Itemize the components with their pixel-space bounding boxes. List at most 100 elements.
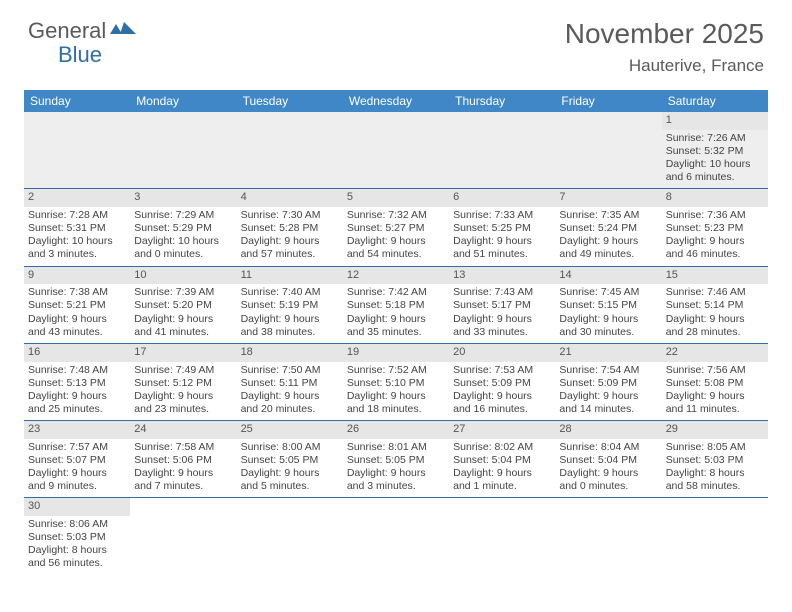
sunset-text: Sunset: 5:25 PM: [453, 222, 551, 235]
logo: General: [28, 18, 136, 44]
day-number: 29: [662, 421, 768, 439]
sunrise-text: Sunrise: 7:32 AM: [347, 209, 445, 222]
sunrise-text: Sunrise: 7:38 AM: [28, 286, 126, 299]
day-header: Wednesday: [343, 90, 449, 112]
calendar-cell: 14Sunrise: 7:45 AMSunset: 5:15 PMDayligh…: [555, 266, 661, 343]
sunset-text: Sunset: 5:06 PM: [134, 454, 232, 467]
day-header: Sunday: [24, 90, 130, 112]
sunset-text: Sunset: 5:12 PM: [134, 377, 232, 390]
sunset-text: Sunset: 5:23 PM: [666, 222, 764, 235]
sunset-text: Sunset: 5:27 PM: [347, 222, 445, 235]
daylight-text: Daylight: 9 hours and 9 minutes.: [28, 467, 126, 493]
calendar-cell: 27Sunrise: 8:02 AMSunset: 5:04 PMDayligh…: [449, 421, 555, 498]
daylight-text: Daylight: 9 hours and 11 minutes.: [666, 390, 764, 416]
day-number: 16: [24, 344, 130, 362]
sunrise-text: Sunrise: 7:29 AM: [134, 209, 232, 222]
sunrise-text: Sunrise: 7:58 AM: [134, 441, 232, 454]
day-number: 7: [555, 189, 661, 207]
day-number: 6: [449, 189, 555, 207]
header: General November 2025 Hauterive, France: [0, 0, 792, 84]
sunrise-text: Sunrise: 7:30 AM: [241, 209, 339, 222]
day-number: 17: [130, 344, 236, 362]
sunset-text: Sunset: 5:03 PM: [28, 531, 126, 544]
daylight-text: Daylight: 9 hours and 23 minutes.: [134, 390, 232, 416]
daylight-text: Daylight: 9 hours and 16 minutes.: [453, 390, 551, 416]
calendar-cell: 3Sunrise: 7:29 AMSunset: 5:29 PMDaylight…: [130, 189, 236, 266]
calendar-cell: 24 Sunrise: 7:58 AMSunset: 5:06 PMDayligh…: [130, 421, 236, 498]
sunset-text: Sunset: 5:04 PM: [559, 454, 657, 467]
calendar-cell: 23Sunrise: 7:57 AMSunset: 5:07 PMDayligh…: [24, 421, 130, 498]
sunset-text: Sunset: 5:05 PM: [241, 454, 339, 467]
calendar-cell: [555, 498, 661, 575]
sunset-text: Sunset: 5:21 PM: [28, 299, 126, 312]
sunrise-text: Sunrise: 7:46 AM: [666, 286, 764, 299]
sunrise-text: Sunrise: 8:01 AM: [347, 441, 445, 454]
sunset-text: Sunset: 5:13 PM: [28, 377, 126, 390]
day-number: 10: [130, 267, 236, 285]
day-number: 20: [449, 344, 555, 362]
daylight-text: Daylight: 8 hours and 58 minutes.: [666, 467, 764, 493]
calendar-cell: 12Sunrise: 7:42 AMSunset: 5:18 PMDayligh…: [343, 266, 449, 343]
daylight-text: Daylight: 9 hours and 7 minutes.: [134, 467, 232, 493]
sunrise-text: Sunrise: 8:02 AM: [453, 441, 551, 454]
sunrise-text: Sunrise: 7:52 AM: [347, 364, 445, 377]
day-header: Saturday: [662, 90, 768, 112]
title-block: November 2025 Hauterive, France: [565, 18, 764, 76]
sunrise-text: Sunrise: 7:35 AM: [559, 209, 657, 222]
sunset-text: Sunset: 5:20 PM: [134, 299, 232, 312]
day-number: 22: [662, 344, 768, 362]
daylight-text: Daylight: 8 hours and 56 minutes.: [28, 544, 126, 570]
daylight-text: Daylight: 10 hours and 6 minutes.: [666, 158, 764, 184]
calendar-cell: 1Sunrise: 7:26 AMSunset: 5:32 PMDaylight…: [662, 112, 768, 189]
sunrise-text: Sunrise: 7:56 AM: [666, 364, 764, 377]
calendar-cell: 15Sunrise: 7:46 AMSunset: 5:14 PMDayligh…: [662, 266, 768, 343]
sunset-text: Sunset: 5:29 PM: [134, 222, 232, 235]
sunset-text: Sunset: 5:15 PM: [559, 299, 657, 312]
sunset-text: Sunset: 5:18 PM: [347, 299, 445, 312]
calendar-cell: 11Sunrise: 7:40 AMSunset: 5:19 PMDayligh…: [237, 266, 343, 343]
sunset-text: Sunset: 5:32 PM: [666, 145, 764, 158]
sunset-text: Sunset: 5:04 PM: [453, 454, 551, 467]
day-number: 24: [130, 421, 236, 439]
day-number: 11: [237, 267, 343, 285]
day-number: 23: [24, 421, 130, 439]
daylight-text: Daylight: 9 hours and 0 minutes.: [559, 467, 657, 493]
sunset-text: Sunset: 5:07 PM: [28, 454, 126, 467]
calendar-cell: [555, 112, 661, 189]
logo-text-general: General: [28, 18, 106, 44]
calendar-cell: 19Sunrise: 7:52 AMSunset: 5:10 PMDayligh…: [343, 343, 449, 420]
daylight-text: Daylight: 9 hours and 30 minutes.: [559, 313, 657, 339]
day-number: 2: [24, 189, 130, 207]
calendar-cell: [130, 498, 236, 575]
calendar-cell: 16Sunrise: 7:48 AMSunset: 5:13 PMDayligh…: [24, 343, 130, 420]
calendar-cell: 5Sunrise: 7:32 AMSunset: 5:27 PMDaylight…: [343, 189, 449, 266]
sunrise-text: Sunrise: 7:54 AM: [559, 364, 657, 377]
sunrise-text: Sunrise: 7:26 AM: [666, 132, 764, 145]
calendar-cell: 20Sunrise: 7:53 AMSunset: 5:09 PMDayligh…: [449, 343, 555, 420]
daylight-text: Daylight: 9 hours and 33 minutes.: [453, 313, 551, 339]
daylight-text: Daylight: 10 hours and 3 minutes.: [28, 235, 126, 261]
sunrise-text: Sunrise: 7:50 AM: [241, 364, 339, 377]
day-number: 25: [237, 421, 343, 439]
calendar-cell: 6Sunrise: 7:33 AMSunset: 5:25 PMDaylight…: [449, 189, 555, 266]
logo-flag-icon: [110, 18, 136, 44]
day-number: 26: [343, 421, 449, 439]
sunset-text: Sunset: 5:09 PM: [453, 377, 551, 390]
sunrise-text: Sunrise: 7:43 AM: [453, 286, 551, 299]
calendar-cell: 22 Sunrise: 7:56 AMSunset: 5:08 PMDayligh…: [662, 343, 768, 420]
day-number: 3: [130, 189, 236, 207]
calendar-body: 1Sunrise: 7:26 AMSunset: 5:32 PMDaylight…: [24, 112, 768, 575]
sunrise-text: Sunrise: 8:04 AM: [559, 441, 657, 454]
daylight-text: Daylight: 9 hours and 18 minutes.: [347, 390, 445, 416]
sunset-text: Sunset: 5:08 PM: [666, 377, 764, 390]
sunrise-text: Sunrise: 7:48 AM: [28, 364, 126, 377]
day-header: Monday: [130, 90, 236, 112]
day-number: 28: [555, 421, 661, 439]
day-header: Friday: [555, 90, 661, 112]
sunrise-text: Sunrise: 7:36 AM: [666, 209, 764, 222]
sunset-text: Sunset: 5:24 PM: [559, 222, 657, 235]
day-header: Thursday: [449, 90, 555, 112]
day-number: 4: [237, 189, 343, 207]
sunset-text: Sunset: 5:19 PM: [241, 299, 339, 312]
sunset-text: Sunset: 5:05 PM: [347, 454, 445, 467]
